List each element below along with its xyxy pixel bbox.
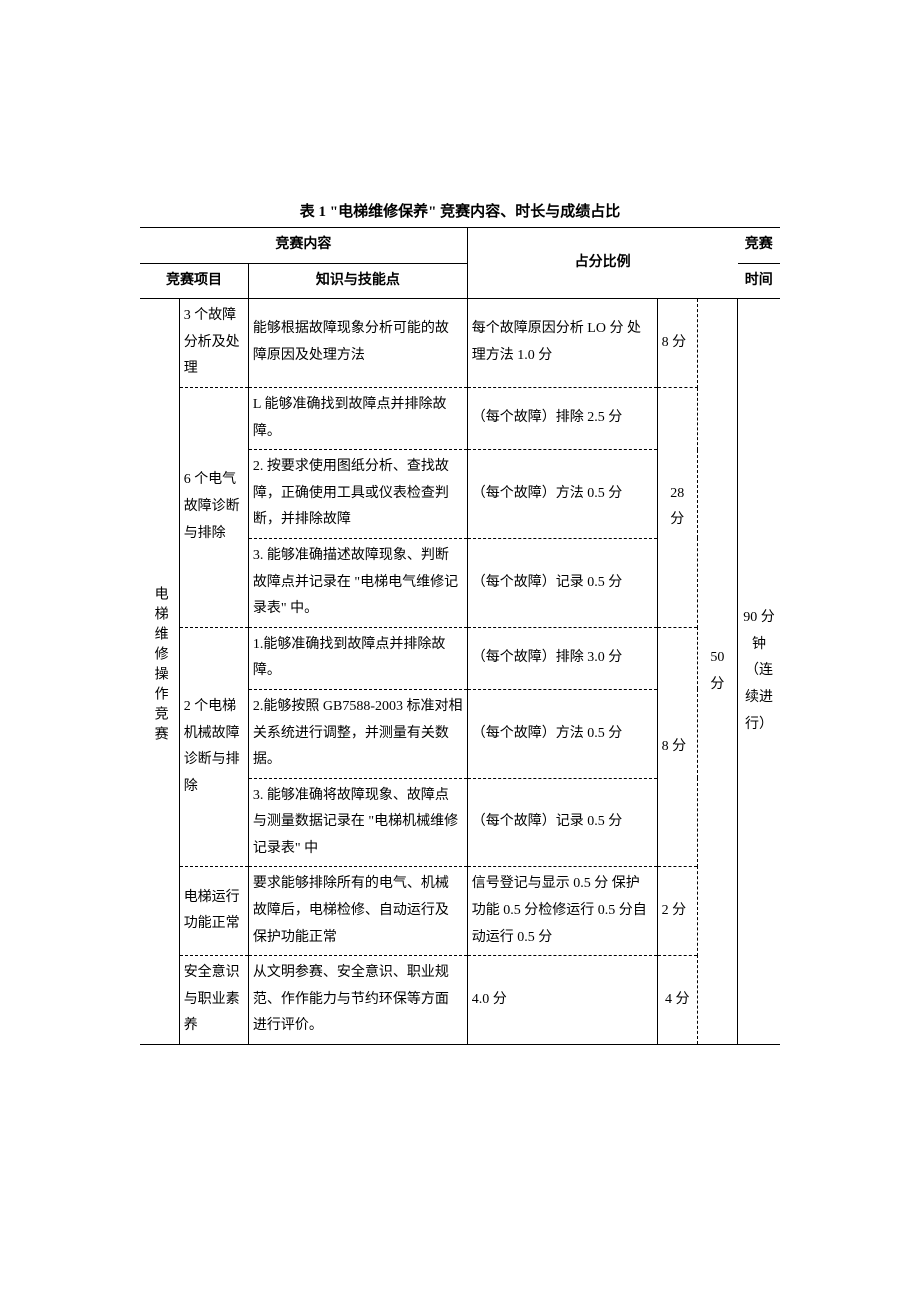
sub-cell: 28 分 — [657, 387, 697, 627]
competition-table: 竞赛内容 占分比例 竞赛 竞赛项目 知识与技能点 时间 电梯维修操作竞赛 3 个… — [140, 227, 780, 1045]
hdr-ratio: 占分比例 — [467, 228, 737, 299]
detail-cell: （每个故障）排除 2.5 分 — [467, 387, 657, 449]
detail-cell: 信号登记与显示 0.5 分 保护功能 0.5 分检修运行 0.5 分自动运行 0… — [467, 867, 657, 956]
hdr-time: 竞赛 — [738, 228, 780, 264]
skill-cell: 3. 能够准确将故障现象、故障点与测量数据记录在 "电梯机械维修记录表" 中 — [248, 778, 467, 867]
sub-cell: 2 分 — [657, 867, 697, 956]
hdr-skill: 知识与技能点 — [248, 263, 467, 299]
skill-cell: 2. 按要求使用图纸分析、查找故障，正确使用工具或仪表检查判断，并排除故障 — [248, 450, 467, 539]
hdr-project: 竞赛项目 — [140, 263, 248, 299]
header-row-1: 竞赛内容 占分比例 竞赛 — [140, 228, 780, 264]
detail-cell: （每个故障）排除 3.0 分 — [467, 627, 657, 689]
body-row: 2 个电梯机械故障诊断与排除 1.能够准确找到故障点并排除故障。 （每个故障）排… — [140, 627, 780, 689]
skill-cell: 能够根据故障现象分析可能的故障原因及处理方法 — [248, 299, 467, 388]
skill-cell: 从文明参赛、安全意识、职业规范、作作能力与节约环保等方面进行评价。 — [248, 956, 467, 1045]
proj-cell: 安全意识与职业素养 — [179, 956, 248, 1045]
skill-cell: 要求能够排除所有的电气、机械故障后，电梯检修、自动运行及保护功能正常 — [248, 867, 467, 956]
detail-cell: 4.0 分 — [467, 956, 657, 1045]
sub-cell: 4 分 — [657, 956, 697, 1045]
body-row: 6 个电气故障诊断与排除 L 能够准确找到故障点并排除故障。 （每个故障）排除 … — [140, 387, 780, 449]
left-label: 电梯维修操作竞赛 — [146, 586, 173, 746]
detail-cell: （每个故障）方法 0.5 分 — [467, 450, 657, 539]
sub-cell: 8 分 — [657, 299, 697, 388]
proj-cell: 3 个故障分析及处理 — [179, 299, 248, 388]
body-row: 安全意识与职业素养 从文明参赛、安全意识、职业规范、作作能力与节约环保等方面进行… — [140, 956, 780, 1045]
table-wrap: 表 1 "电梯维修保养" 竞赛内容、时长与成绩占比 竞赛内容 占分比例 竞赛 竞… — [140, 200, 780, 1045]
proj-cell: 2 个电梯机械故障诊断与排除 — [179, 627, 248, 867]
detail-cell: （每个故障）方法 0.5 分 — [467, 689, 657, 778]
detail-cell: （每个故障）记录 0.5 分 — [467, 778, 657, 867]
proj-cell: 电梯运行功能正常 — [179, 867, 248, 956]
skill-cell: L 能够准确找到故障点并排除故障。 — [248, 387, 467, 449]
total-cell: 50 分 — [697, 299, 737, 1045]
hdr-content: 竞赛内容 — [140, 228, 467, 264]
skill-cell: 2.能够按照 GB7588-2003 标准对相关系统进行调整，并测量有关数据。 — [248, 689, 467, 778]
time-cell: 90 分钟（连续进行） — [738, 299, 780, 1045]
skill-cell: 3. 能够准确描述故障现象、判断故障点并记录在 "电梯电气维修记录表" 中。 — [248, 538, 467, 627]
body-row: 电梯维修操作竞赛 3 个故障分析及处理 能够根据故障现象分析可能的故障原因及处理… — [140, 299, 780, 388]
detail-cell: （每个故障）记录 0.5 分 — [467, 538, 657, 627]
table-caption: 表 1 "电梯维修保养" 竞赛内容、时长与成绩占比 — [140, 200, 780, 221]
proj-cell: 6 个电气故障诊断与排除 — [179, 387, 248, 627]
skill-cell: 1.能够准确找到故障点并排除故障。 — [248, 627, 467, 689]
left-label-cell: 电梯维修操作竞赛 — [140, 299, 179, 1045]
sub-cell: 8 分 — [657, 627, 697, 867]
body-row: 电梯运行功能正常 要求能够排除所有的电气、机械故障后，电梯检修、自动运行及保护功… — [140, 867, 780, 956]
detail-cell: 每个故障原因分析 LO 分 处理方法 1.0 分 — [467, 299, 657, 388]
hdr-time2: 时间 — [738, 263, 780, 299]
